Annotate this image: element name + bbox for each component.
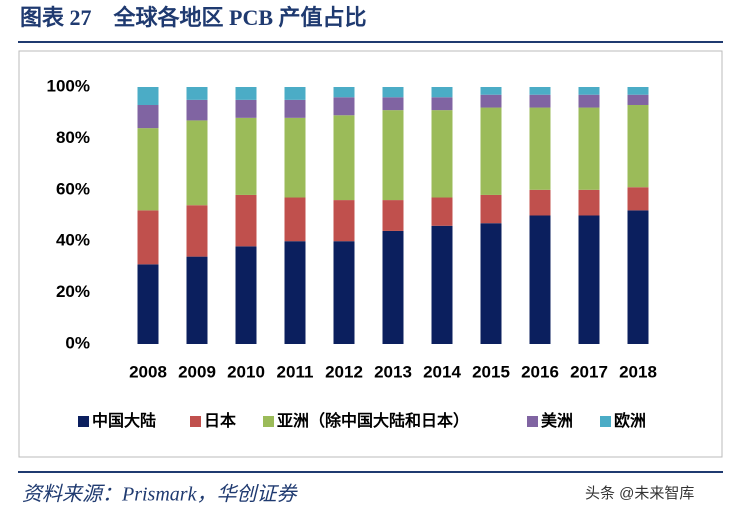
y-tick-label: 20% (56, 282, 90, 301)
bar-segment (186, 87, 208, 100)
bar-segment (235, 117, 257, 195)
bar-segment (382, 87, 404, 98)
bar-segment (186, 99, 208, 121)
bar-segment (529, 189, 551, 216)
bar-segment (284, 197, 306, 242)
bar-segment (627, 104, 649, 188)
bar-segment (235, 99, 257, 118)
x-tick-label: 2011 (277, 362, 314, 381)
y-tick-label: 100% (47, 76, 90, 95)
x-tick-label: 2015 (472, 362, 510, 381)
bar-segment (578, 94, 600, 108)
bar-segment (431, 97, 453, 111)
bar-segment (529, 94, 551, 108)
bar-segment (578, 215, 600, 344)
y-tick-label: 0% (65, 333, 90, 352)
bar-segment (333, 97, 355, 116)
bar-segment (186, 120, 208, 206)
legend-label: 中国大陆 (92, 411, 156, 430)
y-tick-label: 80% (56, 128, 90, 147)
bar-segment (627, 187, 649, 211)
legend-swatch (600, 416, 611, 427)
bar-segment (480, 223, 502, 344)
bar-segment (137, 264, 159, 344)
x-tick-label: 2010 (227, 362, 265, 381)
bar-segment (137, 210, 159, 265)
x-tick-label: 2014 (423, 362, 461, 381)
legend-swatch (78, 416, 89, 427)
bar-segment (284, 117, 306, 198)
bar-segment (578, 87, 600, 95)
x-tick-label: 2017 (570, 362, 608, 381)
legend-label: 亚洲（除中国大陆和日本） (277, 411, 469, 430)
bar-segment (529, 215, 551, 344)
bar-segment (431, 197, 453, 226)
bar-segment (382, 110, 404, 201)
y-tick-label: 40% (56, 231, 90, 250)
bar-segment (627, 210, 649, 344)
bar-segment (284, 87, 306, 100)
bar-segment (333, 87, 355, 98)
bar-segment (235, 87, 257, 100)
bar-segment (186, 205, 208, 257)
bar-segment (578, 107, 600, 190)
x-tick-label: 2013 (374, 362, 412, 381)
bar-segment (627, 87, 649, 95)
watermark: 头条 @未来智库 (585, 484, 694, 502)
bar-segment (382, 97, 404, 111)
legend-swatch (190, 416, 201, 427)
x-tick-label: 2018 (619, 362, 657, 381)
bar-segment (137, 104, 159, 129)
bar-segment (186, 256, 208, 344)
bar-segment (480, 94, 502, 108)
legend-swatch (263, 416, 274, 427)
chart-frame (18, 50, 723, 458)
bar-segment (382, 200, 404, 231)
legend-swatch (527, 416, 538, 427)
bar-segment (284, 99, 306, 118)
bar-segment (333, 241, 355, 344)
legend-label: 欧洲 (614, 411, 646, 430)
bar-segment (529, 107, 551, 190)
bar-segment (578, 189, 600, 216)
bar-segment (235, 246, 257, 344)
bar-segment (235, 194, 257, 247)
bar-segment (529, 87, 551, 95)
x-tick-label: 2016 (521, 362, 559, 381)
bar-segment (480, 87, 502, 95)
bar-segment (382, 230, 404, 344)
chart-title: 图表 27 全球各地区 PCB 产值占比 (20, 5, 367, 30)
bar-segment (333, 200, 355, 242)
bar-segment (627, 94, 649, 105)
bar-segment (284, 241, 306, 344)
bar-segment (333, 115, 355, 201)
x-tick-label: 2009 (178, 362, 216, 381)
bar-segment (431, 225, 453, 344)
bar-segment (137, 128, 159, 211)
y-tick-label: 60% (56, 179, 90, 198)
bar-segment (431, 87, 453, 98)
source-note: 资料来源：Prismark，华创证券 (22, 484, 298, 506)
legend-label: 日本 (204, 411, 236, 430)
bar-segment (480, 107, 502, 195)
legend-label: 美洲 (541, 411, 573, 430)
x-tick-label: 2012 (325, 362, 363, 381)
bar-segment (480, 194, 502, 224)
bar-segment (137, 87, 159, 105)
x-tick-label: 2008 (129, 362, 167, 381)
bar-segment (431, 110, 453, 198)
